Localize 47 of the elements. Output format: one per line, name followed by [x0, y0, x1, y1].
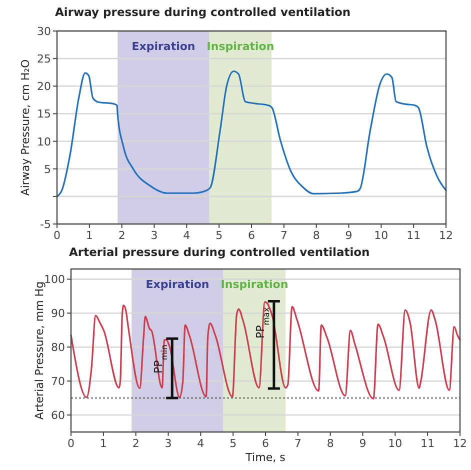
y-tick-label: 15	[37, 108, 51, 121]
x-tick-label: 10	[374, 229, 388, 242]
x-tick-label: 3	[150, 229, 158, 242]
band-label: Expiration	[132, 40, 196, 53]
y-tick-label: 70	[51, 375, 65, 388]
x-tick-label: 12	[439, 229, 453, 242]
x-tick-label: 7	[294, 437, 302, 450]
x-tick-label: 12	[453, 437, 467, 450]
x-tick-label: 8	[312, 229, 320, 242]
x-tick-label: 1	[100, 437, 107, 450]
y-tick-label: 30	[37, 25, 51, 38]
y-tick-label: -5	[40, 218, 51, 231]
band-label: Inspiration	[206, 40, 274, 53]
y-axis-title: Airway Pressure, cm H₂O	[19, 58, 32, 196]
x-axis-title: Time, s	[244, 451, 286, 464]
y-tick-label: 5	[44, 162, 51, 176]
x-tick-label: 6	[248, 229, 255, 242]
x-tick-label: 4	[183, 229, 190, 242]
y-tick-label: 60	[51, 409, 65, 422]
x-tick-label: 3	[164, 437, 172, 450]
x-tick-label: 7	[280, 229, 288, 242]
x-tick-label: 1	[86, 229, 93, 242]
x-tick-label: 9	[345, 229, 352, 242]
x-tick-label: 5	[216, 229, 223, 242]
band-label: Expiration	[146, 278, 210, 291]
x-tick-label: 9	[359, 437, 366, 450]
x-tick-label: 0	[68, 437, 74, 450]
y-axis-title: Arterial Pressure, mm Hg	[33, 281, 46, 420]
x-tick-label: 2	[132, 437, 140, 450]
x-tick-label: 8	[326, 437, 334, 450]
band-label: Inspiration	[220, 278, 288, 291]
x-tick-label: 0	[54, 229, 60, 242]
chart-title: Arterial pressure during controlled ventilation	[69, 245, 370, 259]
chart-title: Airway pressure during controlled ventilation	[55, 5, 351, 19]
x-tick-label: 10	[388, 437, 402, 450]
y-tick-label: 90	[51, 307, 65, 320]
x-tick-label: 6	[262, 437, 269, 450]
x-tick-label: 11	[420, 437, 435, 450]
y-tick-label: 10	[37, 135, 51, 148]
y-tick-label: 20	[37, 80, 51, 94]
y-tick-label: 100	[44, 273, 65, 286]
x-tick-label: 4	[197, 437, 204, 450]
y-tick-label: 25	[37, 52, 51, 66]
x-tick-label: 11	[406, 229, 421, 242]
y-tick-label: 80	[51, 341, 65, 354]
x-tick-label: 2	[118, 229, 126, 242]
x-tick-label: 5	[230, 437, 237, 450]
